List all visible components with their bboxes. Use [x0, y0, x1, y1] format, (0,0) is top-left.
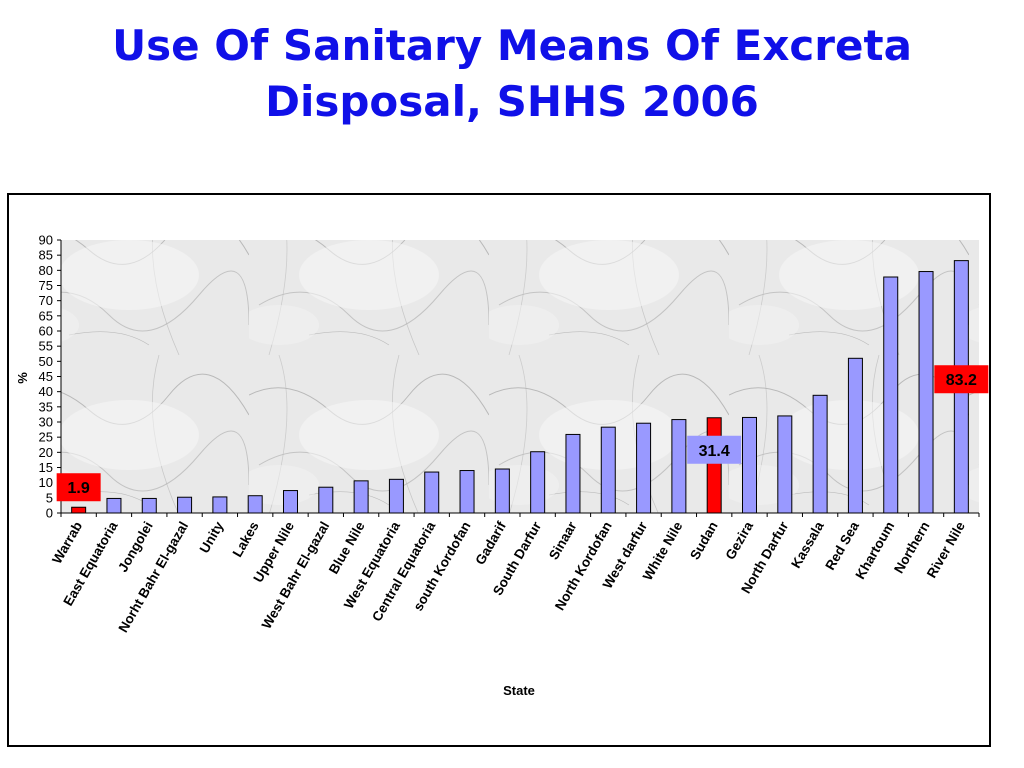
bar-sudan: [706, 417, 722, 514]
bar-khartoum: [883, 276, 899, 514]
x-category-label: Kassala: [788, 519, 827, 571]
bar-unity: [212, 496, 228, 514]
y-tick-label: 15: [39, 460, 53, 475]
bar-east-equatoria: [106, 497, 122, 514]
y-axis-title: %: [15, 372, 30, 384]
y-tick-label: 5: [46, 490, 53, 505]
x-category-label: Red Sea: [822, 519, 862, 573]
y-tick-label: 0: [46, 506, 53, 521]
bar-north-kordofan: [600, 426, 616, 514]
slide-title: Use Of Sanitary Means Of Excreta Disposa…: [0, 18, 1024, 130]
y-tick-label: 75: [39, 278, 53, 293]
plot-area-background: [61, 240, 979, 513]
y-tick-label: 30: [39, 415, 53, 430]
y-tick-label: 10: [39, 475, 53, 490]
bar-blue-nile: [353, 480, 369, 514]
slide-title-line-2: Disposal, SHHS 2006: [265, 77, 759, 126]
y-tick-label: 50: [39, 354, 53, 369]
y-tick-label: 55: [39, 339, 53, 354]
y-tick-label: 45: [39, 369, 53, 384]
bar-central-equatoria: [424, 471, 440, 514]
callout-label-sudan: 31.4: [699, 443, 730, 460]
bar-south-kordofan: [459, 470, 475, 514]
x-category-label: Unity: [197, 519, 227, 556]
x-category-label: West Bahr El-gazal: [259, 519, 333, 632]
y-tick-label: 65: [39, 308, 53, 323]
y-tick-label: 90: [39, 233, 53, 248]
callout-label-warrab: 1.9: [68, 480, 90, 497]
x-category-label: Warrab: [49, 519, 85, 566]
bar-white-nile: [671, 419, 687, 514]
chart-frame: 0 5 10 15 20 25 30 35 40 45 50 55 60 65 70 75 80 85 90 War…: [7, 193, 991, 747]
bar-west-bahr-el-gazal: [318, 486, 334, 514]
bar-gezira: [742, 416, 757, 514]
callouts: 1.9 31.4 83.2: [56, 365, 989, 502]
x-axis-title: State: [503, 683, 535, 698]
bar-gadarif: [494, 468, 510, 514]
bar-red-sea: [847, 357, 863, 514]
bar-south-darfur: [530, 451, 546, 514]
y-tick-label: 20: [39, 445, 53, 460]
callout-box-river-nile: [934, 365, 989, 394]
bar-sinaar: [565, 433, 581, 514]
bar-west-equatoria: [388, 478, 404, 514]
y-tick-label: 25: [39, 430, 53, 445]
callout-box-warrab: [56, 473, 101, 502]
x-category-label: Norht Bahr El-gazal: [116, 519, 192, 635]
bar-north-darfur: [777, 415, 793, 514]
x-category-label: Central Equatoria: [369, 519, 438, 624]
y-tick-label: 85: [39, 248, 53, 263]
x-category-label: Gezira: [722, 519, 756, 563]
bar-warrab: [71, 506, 87, 514]
y-tick-label: 80: [39, 263, 53, 278]
x-category-label: Lakes: [230, 519, 262, 560]
y-tick-label: 70: [39, 293, 53, 308]
x-category-label: Gadarif: [472, 519, 509, 568]
y-tick-label: 60: [39, 324, 53, 339]
bar-lakes: [247, 495, 263, 514]
bar-jongolei: [141, 497, 157, 514]
bar-west-darfur: [636, 422, 652, 514]
x-category-label: Sinaar: [546, 518, 580, 562]
callout-box-sudan: [687, 435, 742, 464]
y-tick-label: 40: [39, 384, 53, 399]
bar-northern: [918, 271, 934, 514]
bar-norht-bahr-el-gazal: [177, 496, 193, 514]
bar-upper-nile: [283, 490, 298, 514]
y-tick-label: 35: [39, 399, 53, 414]
x-category-label: Jongolei: [115, 519, 156, 575]
bar-kassala: [812, 394, 828, 514]
slide-title-line-1: Use Of Sanitary Means Of Excreta: [112, 21, 912, 70]
callout-label-river-nile: 83.2: [946, 372, 977, 389]
x-category-label: Sudan: [687, 519, 721, 562]
